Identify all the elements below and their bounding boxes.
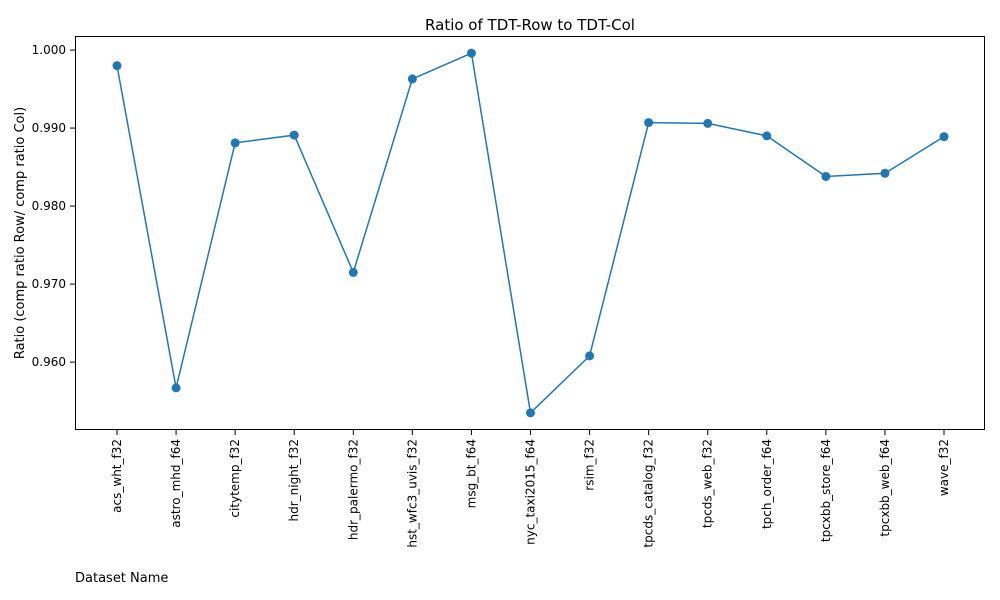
y-axis-label: Ratio (comp ratio Row/ comp ratio Col) [13,107,28,359]
y-tick-label: 0.990 [32,121,66,135]
x-tick-label: tpcds_catalog_f32 [642,439,656,548]
data-point [880,168,890,178]
x-axis-ticks: acs_wht_f32 astro_mhd_f64 citytemp_f32 hdr_… [110,430,951,548]
y-tick-label: 0.960 [32,355,66,369]
x-tick-label: tpcxbb_web_f64 [878,439,892,537]
data-point [585,351,595,361]
data-point [939,132,949,142]
plot-frame [75,36,985,430]
plot-marks [112,48,949,418]
data-point [762,131,772,141]
data-point [821,171,831,181]
data-point [644,118,654,128]
data-point [466,48,476,58]
x-tick-label: astro_mhd_f64 [169,439,183,528]
x-tick-label: tpcds_web_f32 [701,439,715,528]
y-tick-label: 0.980 [32,199,66,213]
x-tick-label: wave_f32 [937,439,951,496]
data-point [171,383,181,393]
x-tick-label: msg_bt_f64 [464,439,478,508]
x-tick-label: hdr_palermo_f32 [346,439,360,540]
data-point [348,267,358,277]
chart-title: Ratio of TDT-Row to TDT-Col [425,16,635,34]
data-point [407,74,417,84]
y-tick-label: 0.970 [32,277,66,291]
x-tick-label: nyc_taxi2015_f64 [524,439,538,545]
data-point [703,118,713,128]
x-tick-label: tpcxbb_store_f64 [819,439,833,542]
x-axis-label: Dataset Name [75,571,168,586]
data-point [526,408,535,418]
data-point [230,138,240,148]
x-tick-label: rsim_f32 [583,439,597,491]
x-tick-label: acs_wht_f32 [110,439,124,513]
data-point [289,130,299,140]
x-tick-label: tpch_order_f64 [760,439,774,529]
x-tick-label: citytemp_f32 [228,439,242,518]
x-tick-label: hst_wfc3_uvis_f32 [405,439,419,548]
data-point [112,61,122,71]
y-tick-label: 1.000 [32,43,66,57]
x-tick-label: hdr_night_f32 [287,439,301,522]
y-axis-ticks: 0.960 0.970 0.980 0.990 1.000 [32,43,75,369]
